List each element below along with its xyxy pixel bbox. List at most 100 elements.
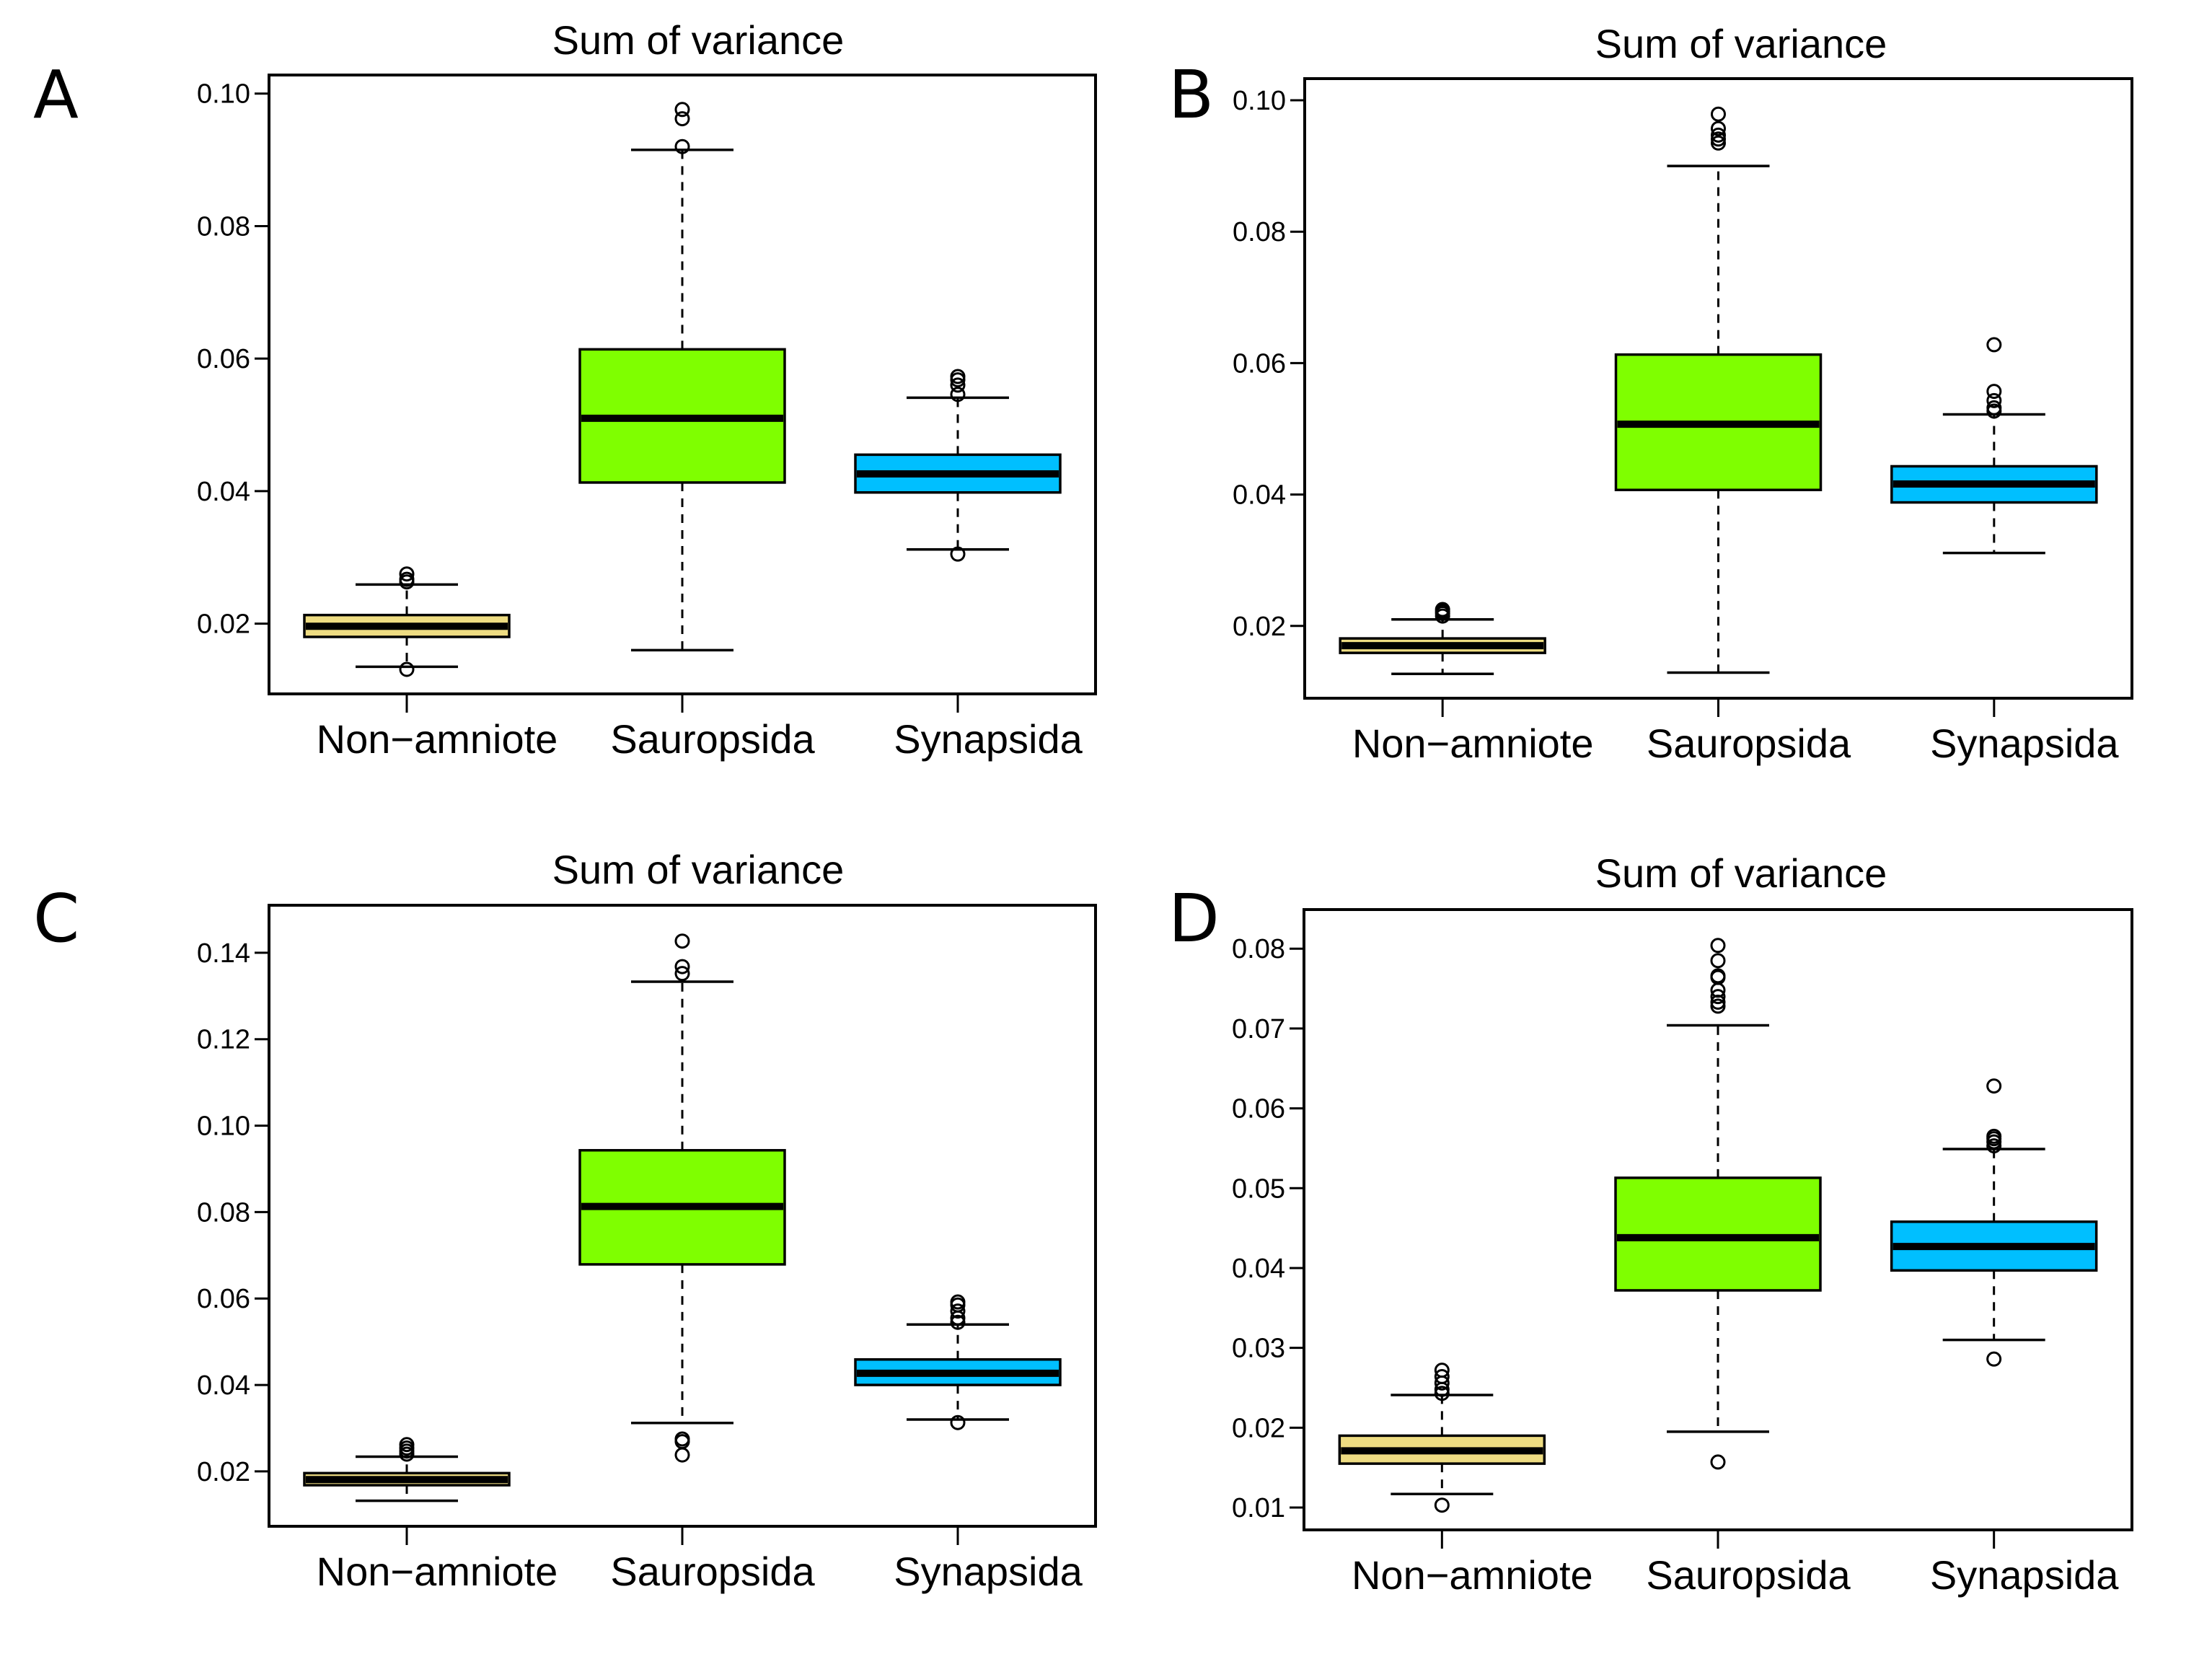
outlier-point xyxy=(1710,938,1726,954)
box-group-3: Synapsida xyxy=(854,369,1083,762)
outlier-point xyxy=(1711,135,1726,151)
y-tick-label: 0.02 xyxy=(197,610,250,640)
outlier-point xyxy=(950,387,966,402)
outlier-point xyxy=(1986,1128,2002,1144)
outlier-point xyxy=(950,1414,966,1430)
outlier-point xyxy=(1711,131,1726,147)
panel-a: A Sum of variance 0.02 0.04 0.06 0.08 0.10 No… xyxy=(33,17,1097,762)
outlier-point xyxy=(399,1437,415,1453)
outlier-point xyxy=(1710,953,1726,969)
y-tick-label: 0.10 xyxy=(197,79,250,110)
panel-d: D Sum of variance 0.01 0.02 0.03 0.04 0.05 0.… xyxy=(1168,850,2133,1598)
box-group-2: Sauropsida xyxy=(578,102,816,762)
outlier-point xyxy=(1434,1386,1450,1401)
outlier-point xyxy=(674,138,690,154)
box-group-1: Non−amniote xyxy=(1339,602,1594,766)
y-tick-label: 0.08 xyxy=(197,1197,250,1228)
chart-title: Sum of variance xyxy=(552,17,845,63)
x-category-label: Non−amniote xyxy=(317,1549,558,1594)
panel-letter: C xyxy=(33,880,79,957)
outlier-point xyxy=(1434,1497,1450,1513)
box-group-2: Sauropsida xyxy=(578,933,816,1594)
y-tick-label: 0.04 xyxy=(1233,480,1286,511)
y-tick-label: 0.10 xyxy=(197,1112,250,1142)
outlier-point xyxy=(950,1314,966,1330)
chart-title: Sum of variance xyxy=(552,847,845,892)
y-tick-label: 0.08 xyxy=(1232,934,1285,964)
outlier-point xyxy=(1986,384,2002,400)
panel-letter: A xyxy=(33,56,79,133)
panel-letter: B xyxy=(1168,56,1214,133)
outlier-point xyxy=(399,571,415,587)
x-category-label: Sauropsida xyxy=(610,716,815,762)
x-category-label: Synapsida xyxy=(1930,1552,2119,1598)
outlier-point xyxy=(1986,1078,2002,1094)
x-category-label: Non−amniote xyxy=(1352,721,1594,766)
outlier-point xyxy=(1986,337,2002,353)
x-category-label: Synapsida xyxy=(894,1549,1083,1594)
box-group-1: Non−amniote xyxy=(1338,1363,1593,1598)
outlier-point xyxy=(1710,1454,1726,1470)
y-tick-label: 0.08 xyxy=(197,211,250,242)
y-tick-label: 0.10 xyxy=(1233,86,1286,116)
outlier-point xyxy=(1434,1368,1450,1384)
box-group-2: Sauropsida xyxy=(1614,938,1851,1598)
box-group-3: Synapsida xyxy=(854,1294,1083,1594)
y-tick-label: 0.12 xyxy=(197,1025,250,1055)
y-tick-label: 0.04 xyxy=(197,1370,250,1401)
y-tick-label: 0.01 xyxy=(1232,1493,1285,1523)
outlier-point xyxy=(950,1303,966,1319)
x-category-label: Sauropsida xyxy=(610,1549,815,1594)
x-category-label: Non−amniote xyxy=(317,716,558,762)
y-tick-label: 0.06 xyxy=(1233,348,1286,379)
panel-c: C Sum of variance 0.02 0.04 0.06 0.08 0.10 0.… xyxy=(33,847,1097,1594)
y-tick-label: 0.07 xyxy=(1232,1014,1285,1044)
outlier-point xyxy=(950,377,966,393)
outlier-point xyxy=(1986,1138,2002,1154)
outlier-point xyxy=(1434,1363,1450,1378)
outlier-point xyxy=(674,933,690,949)
outlier-point xyxy=(674,1447,690,1463)
y-tick-label: 0.04 xyxy=(197,477,250,507)
y-tick-label: 0.02 xyxy=(1233,612,1286,642)
y-tick-label: 0.14 xyxy=(197,938,250,969)
panel-letter: D xyxy=(1168,880,1220,957)
outlier-point xyxy=(674,966,690,982)
y-tick-label: 0.03 xyxy=(1232,1334,1285,1364)
y-tick-label: 0.02 xyxy=(1232,1413,1285,1443)
outlier-point xyxy=(674,102,690,118)
x-category-label: Synapsida xyxy=(1930,721,2119,766)
outlier-point xyxy=(1710,989,1726,1005)
x-category-label: Non−amniote xyxy=(1352,1552,1593,1598)
y-tick-label: 0.05 xyxy=(1232,1174,1285,1204)
outlier-point xyxy=(950,546,966,562)
outlier-point xyxy=(674,111,690,127)
x-category-label: Synapsida xyxy=(894,716,1083,762)
outlier-point xyxy=(1710,968,1726,984)
y-tick-label: 0.04 xyxy=(1232,1254,1285,1284)
outlier-point xyxy=(399,661,415,677)
outlier-point xyxy=(1986,400,2002,415)
outlier-point xyxy=(1435,602,1450,617)
box-group-2: Sauropsida xyxy=(1614,106,1851,766)
outlier-point xyxy=(674,1431,690,1447)
outlier-point xyxy=(1711,106,1726,122)
chart-title: Sum of variance xyxy=(1595,850,1887,896)
x-category-label: Sauropsida xyxy=(1646,1552,1851,1598)
box-group-1: Non−amniote xyxy=(303,566,558,762)
outlier-point xyxy=(1710,998,1726,1014)
outlier-point xyxy=(399,566,415,582)
y-tick-label: 0.08 xyxy=(1233,217,1286,247)
outlier-point xyxy=(1711,127,1726,143)
box-group-3: Synapsida xyxy=(1890,337,2119,766)
y-tick-label: 0.06 xyxy=(1232,1094,1285,1125)
outlier-point xyxy=(1986,1351,2002,1367)
outlier-point xyxy=(674,959,690,974)
outlier-point xyxy=(950,369,966,384)
panel-b: B Sum of variance 0.02 0.04 0.06 0.08 0.10 No… xyxy=(1168,21,2133,766)
y-tick-label: 0.02 xyxy=(197,1457,250,1487)
y-tick-label: 0.06 xyxy=(197,1284,250,1314)
x-category-label: Sauropsida xyxy=(1647,721,1851,766)
outlier-point xyxy=(1986,392,2002,408)
